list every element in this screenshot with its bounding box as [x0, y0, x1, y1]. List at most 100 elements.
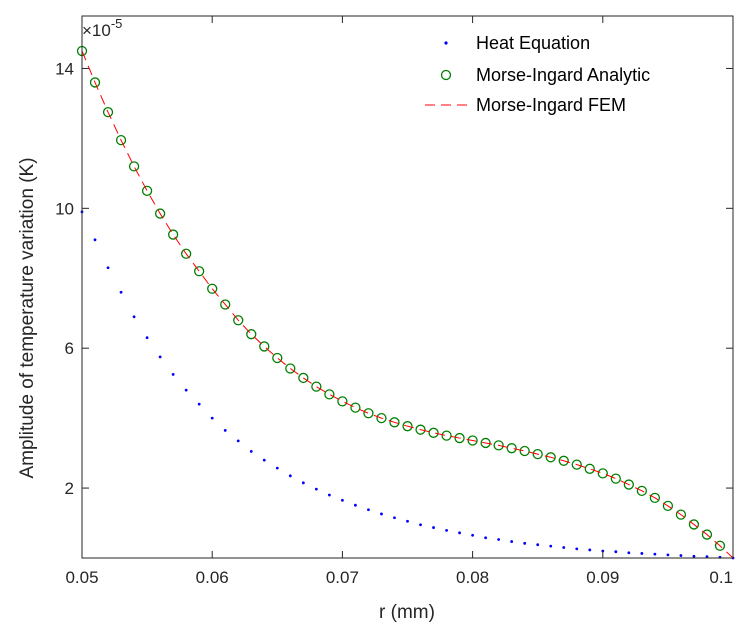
analytic-point [662, 500, 674, 512]
analytic-point [454, 432, 465, 444]
analytic-point [233, 315, 244, 326]
analytic-point [220, 299, 231, 310]
heat-equation-point [679, 554, 683, 557]
y-tick-label: 14 [55, 59, 74, 78]
analytic-point [311, 381, 322, 392]
x-tick-label: 0.08 [456, 568, 489, 587]
analytic-point [701, 529, 713, 540]
heat-equation-point [653, 552, 657, 556]
series-morse-ingard-fem [81, 50, 734, 559]
heat-equation-point [432, 526, 435, 529]
plot-area-background [82, 16, 733, 558]
analytic-point [467, 435, 478, 446]
analytic-point [532, 448, 543, 460]
heat-equation-point [158, 355, 162, 359]
heat-equation-point [301, 481, 305, 485]
heat-equation-point [145, 336, 149, 340]
analytic-point [584, 463, 595, 474]
x-tick-label: 0.05 [65, 568, 98, 587]
heat-equation-point [640, 552, 644, 555]
heat-equation-point [705, 555, 709, 559]
analytic-point [115, 134, 127, 146]
heat-equation-point [419, 523, 422, 527]
x-tick-label: 0.09 [586, 568, 619, 587]
heat-equation-point [249, 449, 253, 453]
heat-equation-point [354, 503, 357, 507]
heat-equation-point [523, 541, 527, 545]
analytic-point [623, 479, 634, 490]
heat-equation-point [288, 474, 292, 478]
y-tick-label: 10 [55, 199, 74, 218]
legend-entry: Morse-Ingard Analytic [440, 65, 650, 85]
analytic-point [324, 389, 335, 400]
analytic-point [636, 485, 648, 497]
x-tick-label: 0.06 [196, 568, 229, 587]
heat-equation-point [536, 543, 540, 547]
analytic-point [376, 412, 387, 424]
heat-equation-point [484, 536, 488, 540]
analytic-point [337, 396, 348, 407]
analytic-point [194, 266, 205, 277]
analytic-point [519, 445, 530, 457]
analytic-point [207, 283, 218, 294]
series-morse-ingard-analytic [76, 45, 726, 551]
analytic-point [688, 519, 700, 530]
legend-label: Morse-Ingard FEM [476, 95, 626, 115]
analytic-point [415, 424, 426, 435]
analytic-point [649, 492, 661, 504]
heat-equation-point [588, 548, 592, 552]
legend-entry: Heat Equation [444, 33, 590, 53]
analytic-point [350, 402, 361, 413]
analytic-point [610, 473, 621, 484]
analytic-point [428, 427, 439, 438]
analytic-point [493, 440, 504, 451]
heat-equation-point [497, 538, 501, 541]
analytic-point [259, 341, 270, 352]
heat-equation-point [327, 493, 331, 497]
heat-equation-point [184, 388, 188, 392]
heat-equation-point [275, 466, 279, 470]
analytic-point [545, 452, 556, 463]
analytic-point [246, 329, 257, 340]
analytic-point [141, 185, 153, 196]
analytic-point [298, 372, 309, 384]
analytic-point [714, 540, 726, 551]
analytic-point [558, 455, 569, 466]
heat-equation-point [510, 540, 514, 543]
heat-equation-point [106, 266, 110, 270]
analytic-point [363, 408, 374, 419]
heat-equation-point [341, 498, 344, 502]
heat-equation-point [197, 402, 201, 406]
plot-frame [81, 15, 734, 559]
heat-equation-point [393, 516, 396, 520]
analytic-point [506, 443, 517, 454]
heat-equation-point [210, 416, 214, 420]
x-tick-label: 0.1 [709, 568, 733, 587]
analytic-point [89, 77, 101, 88]
legend: Heat Equation Morse-Ingard Analytic Morse-… [425, 33, 650, 115]
y-axis-label: Amplitude of temperature variation (K) [17, 157, 38, 478]
heat-equation-point [562, 546, 566, 549]
heat-equation-point [549, 544, 553, 548]
heat-equation-point [627, 551, 631, 555]
heat-equation-point [614, 550, 618, 554]
heat-equation-point [367, 508, 370, 512]
analytic-point [571, 459, 582, 470]
heat-equation-point [262, 458, 266, 462]
analytic-point [154, 208, 166, 219]
heat-equation-point [314, 487, 318, 491]
analytic-point [181, 248, 192, 259]
legend-circle-marker [440, 69, 452, 81]
heat-equation-point [575, 547, 579, 551]
x-axis: 0.05 0.06 0.07 0.08 0.09 0.1 [65, 16, 734, 587]
heat-equation-point [132, 315, 136, 319]
analytic-point [128, 161, 140, 172]
analytic-point [597, 468, 608, 479]
y-tick-label: 2 [65, 479, 74, 498]
fem-line [81, 50, 734, 559]
analytic-point [402, 421, 413, 432]
heat-equation-point [458, 531, 461, 535]
legend-label: Morse-Ingard Analytic [476, 65, 650, 85]
analytic-point [675, 509, 687, 520]
